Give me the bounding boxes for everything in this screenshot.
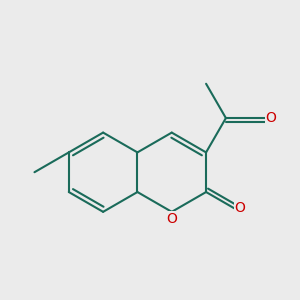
Text: O: O xyxy=(166,212,177,226)
Text: O: O xyxy=(234,201,245,215)
Text: O: O xyxy=(266,111,276,125)
